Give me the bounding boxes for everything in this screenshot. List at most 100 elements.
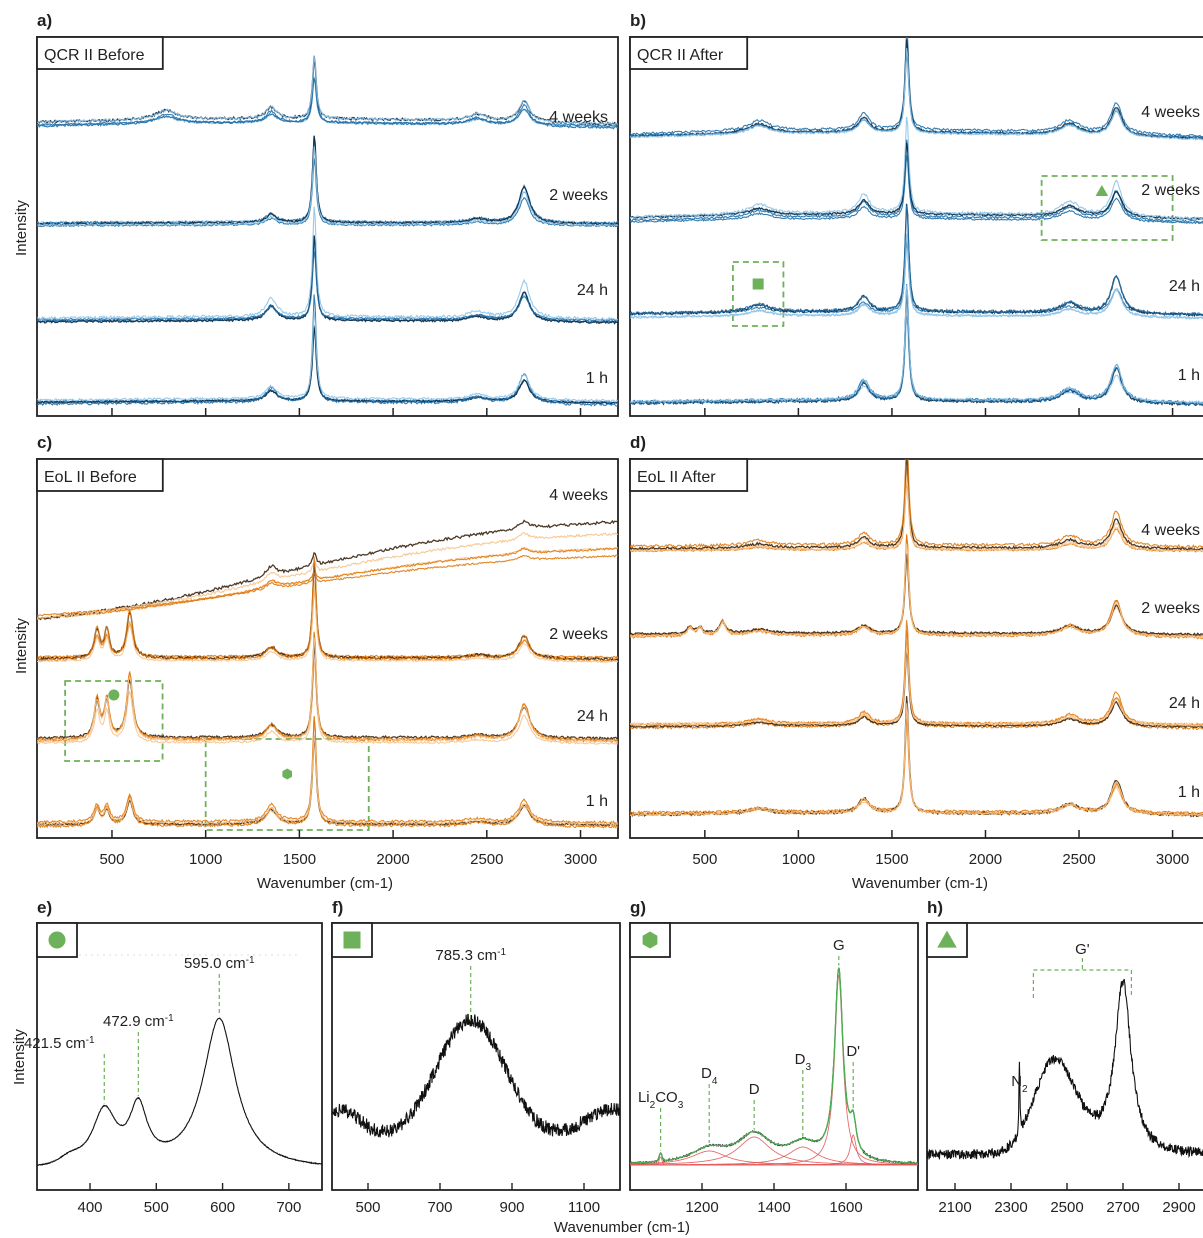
x-axis-title-c: Wavenumber (cm-1) [257, 875, 393, 892]
x-tick-label: 1500 [283, 851, 316, 868]
hexagon-marker-icon [282, 768, 292, 780]
panel-letter: e) [37, 898, 52, 917]
spectrum-line-24-h [37, 206, 618, 321]
x-tick-label: 2500 [1062, 851, 1095, 868]
spectrum-line-24-h [37, 235, 618, 325]
plot-area-h [927, 978, 1203, 1160]
spectrum-line-4-weeks [37, 531, 618, 620]
panel-tag: QCR II After [637, 47, 724, 64]
series-label-1-h: 1 h [586, 793, 608, 810]
spectrum-line-2-weeks [37, 146, 618, 227]
x-tick-label: 400 [78, 1199, 103, 1216]
plot-area-b [630, 37, 1203, 407]
hexagon-marker-icon [642, 931, 658, 949]
panel-letter: h) [927, 898, 943, 917]
panel-tag-box [629, 36, 749, 70]
x-tick-label: 1500 [875, 851, 908, 868]
panel-frame-d [629, 458, 1203, 839]
spectrum-line-24-h [630, 233, 1203, 320]
x-tick-label: 2100 [938, 1199, 971, 1216]
triangle-marker-icon [937, 930, 957, 948]
series-label-2-weeks: 2 weeks [1141, 182, 1200, 199]
x-tick-label: 700 [276, 1199, 301, 1216]
spectrum-line-1-h [37, 310, 618, 403]
spectrum-line-4-weeks [630, 37, 1203, 138]
fit-component-line [630, 1146, 918, 1166]
spectrum-line-24-h [37, 637, 618, 743]
panel-frame-h [926, 922, 1203, 1191]
x-tick-label: 2500 [470, 851, 503, 868]
peak-label: D' [846, 1043, 860, 1060]
fit-sum-line [630, 967, 918, 1164]
zoom-box-square [732, 261, 785, 327]
spectrum-line-2-weeks [630, 553, 1203, 637]
x-tick-label: 3000 [564, 851, 597, 868]
zoom-box-triangle [1040, 175, 1174, 241]
spectrum-line-24-h [37, 660, 618, 746]
panel-tag: EoL II Before [44, 469, 137, 486]
fit-component-line [630, 1134, 918, 1166]
panel-frame-c [36, 458, 619, 839]
spectrum-line-4-weeks [630, 477, 1203, 553]
x-tick-label: 500 [144, 1199, 169, 1216]
spectrum-line-24-h [37, 242, 618, 324]
x-tick-label: 500 [692, 851, 717, 868]
x-tick-label: 1600 [829, 1199, 862, 1216]
series-label-24-h: 24 h [1169, 695, 1200, 712]
peak-label: 785.3 cm-1 [435, 947, 506, 965]
spectrum-line-1-h [630, 726, 1203, 816]
series-label-4-weeks: 4 weeks [549, 487, 608, 504]
y-axis-title-a: Intensity [13, 200, 30, 256]
triangle-marker-icon [1095, 184, 1109, 196]
spectrum-line-4-weeks [37, 519, 618, 621]
peak-label: G' [1075, 941, 1090, 958]
spectrum-line-4-weeks [630, 48, 1203, 141]
x-tick-label: 1000 [189, 851, 222, 868]
panel-frame-e [36, 922, 323, 1191]
plot-area-c [37, 519, 618, 829]
panel-tag: EoL II After [637, 469, 716, 486]
x-tick-label: 2500 [1050, 1199, 1083, 1216]
peak-label: 595.0 cm-1 [184, 955, 255, 973]
spectrum-line-24-h [630, 205, 1203, 317]
spectrum-line [37, 1017, 322, 1166]
panel-tag-box [36, 458, 164, 492]
peak-bracket [1032, 969, 1132, 998]
panel-tag-box [36, 36, 164, 70]
spectrum-line-1-h [37, 294, 618, 407]
x-axis-title-d: Wavenumber (cm-1) [852, 875, 988, 892]
spectrum-line-2-weeks [630, 116, 1203, 221]
panel-letter: a) [37, 11, 52, 30]
x-tick-label: 2300 [994, 1199, 1027, 1216]
series-label-1-h: 1 h [1178, 784, 1200, 801]
zoom-box-hexagon [204, 738, 370, 831]
series-label-1-h: 1 h [586, 370, 608, 387]
spectrum-line-24-h [630, 620, 1203, 727]
series-label-2-weeks: 2 weeks [549, 187, 608, 204]
spectrum-line-24-h [630, 640, 1203, 726]
fit-component-line [630, 1156, 918, 1166]
x-tick-label: 3000 [1156, 851, 1189, 868]
spectrum-line-2-weeks [630, 557, 1203, 638]
spectrum-line-2-weeks [630, 543, 1203, 639]
panel-tag-box [629, 458, 749, 492]
x-tick-label: 500 [99, 851, 124, 868]
plot-area-d [630, 459, 1203, 818]
x-tick-label: 500 [355, 1199, 380, 1216]
plot-area-f [332, 1013, 620, 1138]
spectrum-line-1-h [630, 703, 1203, 817]
fit-component-line [630, 1136, 918, 1166]
spectrum-line [630, 967, 918, 1166]
circle-marker-icon [48, 931, 66, 949]
x-tick-label: 1400 [757, 1199, 790, 1216]
spectrum-line-2-weeks [630, 155, 1203, 225]
x-tick-label: 1000 [782, 851, 815, 868]
circle-marker-icon [108, 689, 120, 701]
spectrum-line-2-weeks [37, 556, 618, 663]
x-tick-label: 900 [499, 1199, 524, 1216]
zoom-box-circle [64, 680, 164, 762]
x-tick-label: 600 [210, 1199, 235, 1216]
spectrum-line-4-weeks [37, 78, 618, 128]
spectrum-line-1-h [630, 718, 1203, 815]
